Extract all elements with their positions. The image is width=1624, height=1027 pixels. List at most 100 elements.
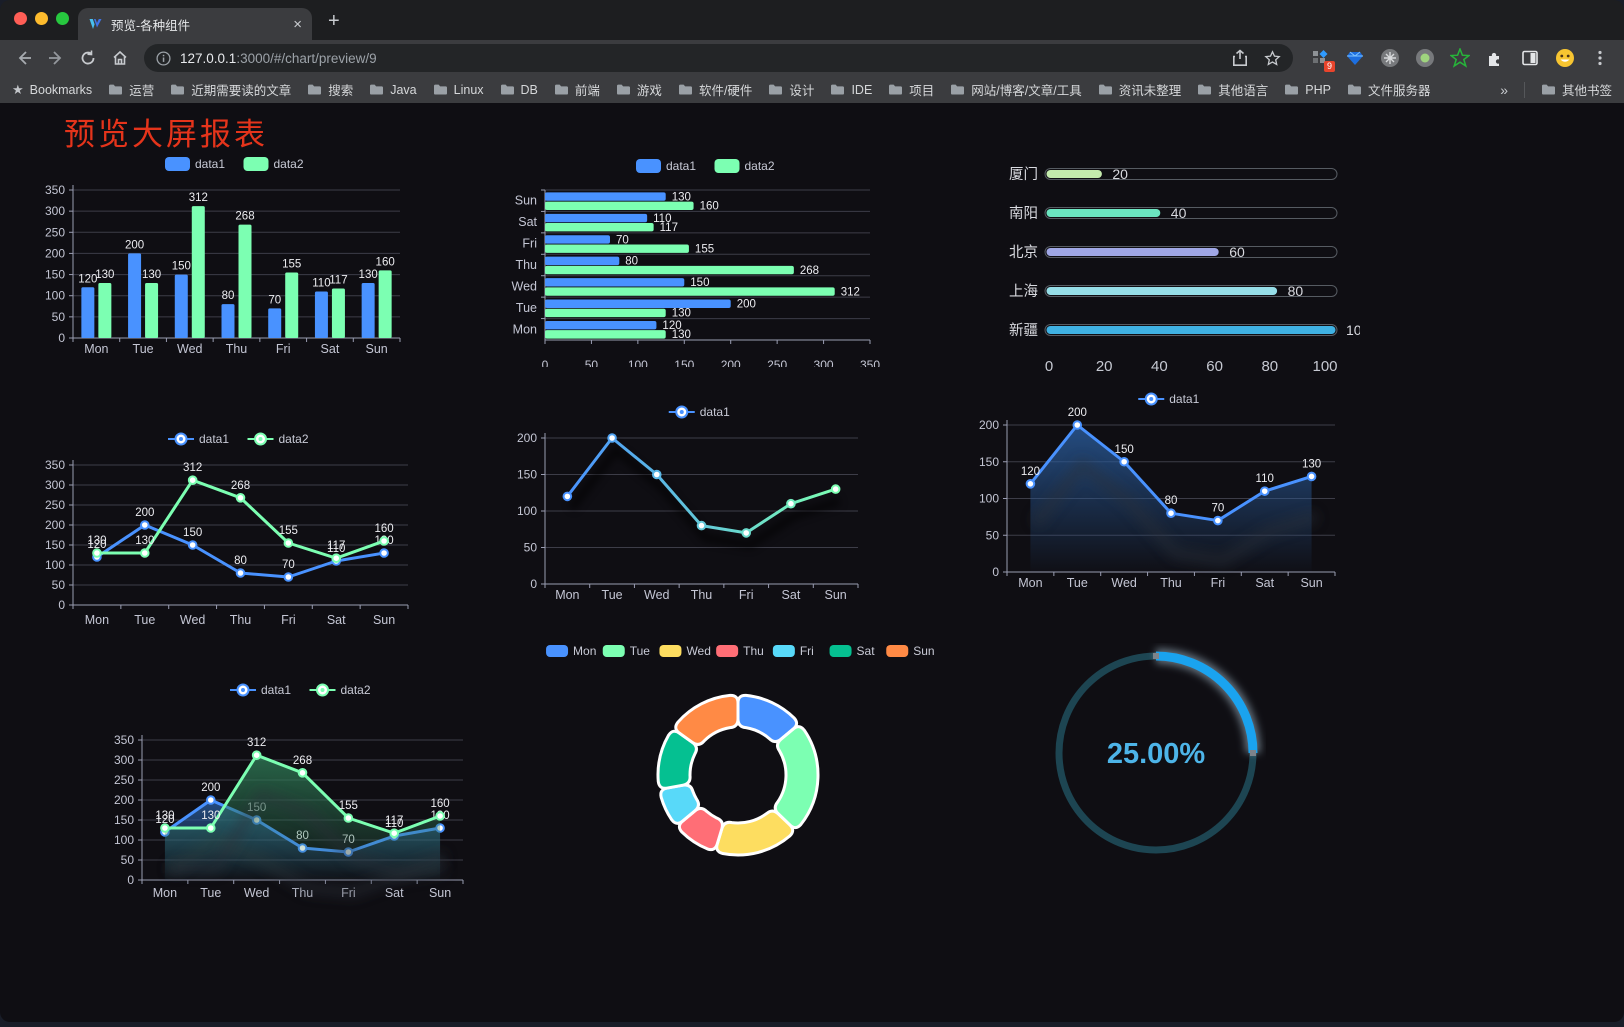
extension-green-star-icon[interactable]: [1449, 47, 1471, 69]
legend[interactable]: data1 data2: [168, 432, 309, 446]
home-button[interactable]: [106, 44, 134, 72]
bookmark-item-label: 前端: [574, 84, 600, 98]
legend[interactable]: data1 data2: [636, 159, 775, 173]
legend[interactable]: Mon Tue Wed Thu Fri Sat Sun: [546, 644, 935, 658]
svg-text:70: 70: [282, 559, 295, 571]
back-button[interactable]: [10, 44, 38, 72]
extension-grid-badge-icon[interactable]: 9: [1309, 47, 1335, 72]
bookmark-item[interactable]: Java: [369, 83, 417, 97]
window-zoom-button[interactable]: [56, 12, 69, 25]
browser-menu-button[interactable]: [1586, 44, 1614, 72]
window-minimize-button[interactable]: [35, 12, 48, 25]
data-point: [283, 572, 294, 582]
extension-green-dot-icon[interactable]: [1414, 47, 1436, 69]
hbar-data1: [545, 192, 666, 201]
data-point: [187, 475, 198, 486]
svg-text:Fri: Fri: [276, 342, 291, 356]
back-arrow-icon: [18, 51, 31, 65]
extension-side-panel-icon[interactable]: [1519, 47, 1541, 69]
svg-text:Mon: Mon: [85, 613, 109, 627]
data-point: [651, 469, 662, 480]
bookmark-item-label: 项目: [909, 84, 935, 98]
bar-data2: [238, 224, 252, 338]
folder-icon: [554, 84, 568, 95]
bookmark-item[interactable]: 其他语言: [1197, 80, 1268, 99]
bookmark-item-label: IDE: [851, 82, 873, 97]
legend[interactable]: data1: [1138, 392, 1200, 406]
svg-text:160: 160: [376, 256, 395, 268]
chart-grouped-bar[interactable]: 0 50 100 150 200 250 300 350 Mon Tue Wed Thu Fri Sat S…: [40, 150, 460, 365]
legend[interactable]: data1 data2: [230, 683, 371, 697]
chart-donut[interactable]: Mon Tue Wed Thu Fri Sat Sun: [540, 640, 940, 890]
bookmark-item[interactable]: 设计: [768, 80, 814, 99]
svg-text:150: 150: [114, 813, 134, 827]
svg-text:上海: 上海: [1009, 283, 1038, 300]
svg-text:Mon: Mon: [153, 886, 177, 900]
extension-puzzle-icon[interactable]: [1484, 47, 1506, 69]
chart-horizontal-bar[interactable]: data1 data2 0 50 100 150 200 250 300 350 Sun 130 160…: [505, 152, 895, 372]
bookmark-item[interactable]: IDE: [830, 83, 872, 97]
svg-text:130: 130: [672, 329, 691, 341]
bookmark-item[interactable]: 项目: [888, 80, 934, 99]
svg-text:250: 250: [114, 773, 134, 787]
window-close-button[interactable]: [14, 12, 27, 25]
bookmark-item[interactable]: 游戏: [616, 80, 662, 99]
chart-line-gradient[interactable]: 0 50 100 150 200 Mon Tue Wed Thu Fri Sat Sun data1: [505, 400, 895, 615]
address-bar[interactable]: 127.0.0.1:3000/#/chart/preview/9: [144, 44, 1293, 72]
bookmark-item[interactable]: DB: [500, 83, 538, 97]
extension-emoji-icon[interactable]: [1554, 47, 1576, 69]
bookmark-item[interactable]: PHP: [1284, 83, 1331, 97]
data-point: [92, 548, 102, 558]
bookmark-item[interactable]: 资讯未整理: [1098, 80, 1181, 99]
svg-text:Tue: Tue: [200, 886, 221, 900]
svg-text:80: 80: [625, 256, 638, 268]
bookmark-item-label: 近期需要读的文章: [191, 84, 292, 98]
bookmark-item[interactable]: 近期需要读的文章: [170, 80, 291, 99]
data-point: [786, 498, 796, 509]
share-icon[interactable]: [1232, 49, 1248, 67]
svg-text:130: 130: [135, 535, 154, 547]
pie-slice-Fri: [659, 783, 700, 825]
progress-fill: [1046, 326, 1336, 334]
browser-tab[interactable]: 预览-各种组件 ×: [78, 8, 312, 40]
svg-text:Wed: Wed: [512, 279, 538, 293]
bookmark-item[interactable]: 运营: [108, 80, 154, 99]
chart-area-single[interactable]: 0 50 100 150 200 Mon Tue Wed Thu Fri Sat Sun data1 12…: [960, 390, 1360, 605]
chart-progress-bars[interactable]: 厦门 20 南阳 40 北京 60 上海 80 新疆 100 0 20 40 60 80 100: [1000, 160, 1370, 385]
svg-text:新疆: 新疆: [1009, 322, 1038, 339]
data-point: [1306, 471, 1317, 482]
legend[interactable]: data1 data2: [165, 157, 304, 171]
legend[interactable]: data1: [668, 405, 730, 419]
svg-text:130: 130: [155, 810, 174, 822]
bar-data2: [285, 272, 299, 338]
bookmark-item[interactable]: 软件/硬件: [678, 80, 752, 99]
data-point: [283, 538, 294, 548]
chart-line-basic[interactable]: 0 50 100 150 200 250 300 350 Mon Tue Wed Thu Fri Sat S…: [40, 425, 460, 640]
extension-snowflake-icon[interactable]: [1379, 47, 1401, 69]
svg-text:250: 250: [45, 498, 65, 512]
svg-text:150: 150: [45, 538, 65, 552]
svg-text:100: 100: [45, 289, 65, 303]
bar-data1: [314, 291, 328, 338]
svg-text:Sat: Sat: [327, 613, 346, 627]
reload-button[interactable]: [74, 44, 102, 72]
extension-gem-icon[interactable]: [1344, 47, 1366, 69]
tab-close-icon[interactable]: ×: [293, 15, 302, 33]
bookmark-star-icon[interactable]: [1264, 49, 1281, 67]
other-bookmarks[interactable]: 其他书签: [1541, 80, 1612, 99]
forward-button[interactable]: [42, 44, 70, 72]
svg-text:110: 110: [385, 818, 403, 830]
bookmark-item[interactable]: 网站/博客/文章/工具: [950, 80, 1082, 99]
bookmark-item[interactable]: 搜索: [307, 80, 353, 99]
data-point: [251, 750, 262, 760]
bookmarks-lead[interactable]: ★ Bookmarks: [12, 82, 92, 98]
new-tab-button[interactable]: +: [328, 10, 340, 32]
site-info-icon[interactable]: [156, 50, 171, 66]
chart-gauge[interactable]: 25.00%: [1046, 643, 1266, 863]
bookmarks-overflow-chevron[interactable]: »: [1500, 81, 1508, 98]
chart-area-double[interactable]: 0 50 100 150 200 250 300 350 Mon Tue Wed Thu Fri Sat S…: [95, 677, 515, 912]
bookmark-item[interactable]: Linux: [433, 83, 484, 97]
svg-text:data1: data1: [1169, 392, 1199, 406]
bookmark-item[interactable]: 文件服务器: [1347, 80, 1430, 99]
bookmark-item[interactable]: 前端: [554, 80, 600, 99]
